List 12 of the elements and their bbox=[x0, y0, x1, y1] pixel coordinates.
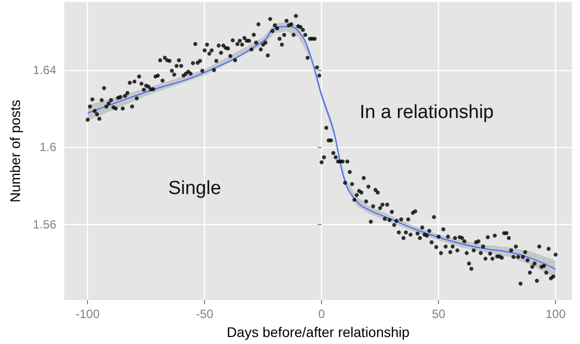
x-tick-label: 50 bbox=[432, 307, 446, 322]
x-axis-title: Days before/after relationship bbox=[226, 324, 410, 340]
annotation: Single bbox=[168, 178, 222, 199]
annotation: In a relationship bbox=[360, 102, 494, 124]
x-tick-label: -100 bbox=[76, 307, 100, 322]
x-tick-label: 100 bbox=[546, 307, 566, 322]
y-axis-title: Number of posts bbox=[7, 100, 23, 202]
x-tick-label: 0 bbox=[318, 307, 326, 322]
y-tick-label: 1.64 bbox=[32, 62, 57, 77]
x-tick-label: -50 bbox=[196, 307, 214, 322]
y-tick-label: 1.56 bbox=[32, 218, 57, 232]
y-tick-label: 1.6 bbox=[40, 140, 57, 154]
